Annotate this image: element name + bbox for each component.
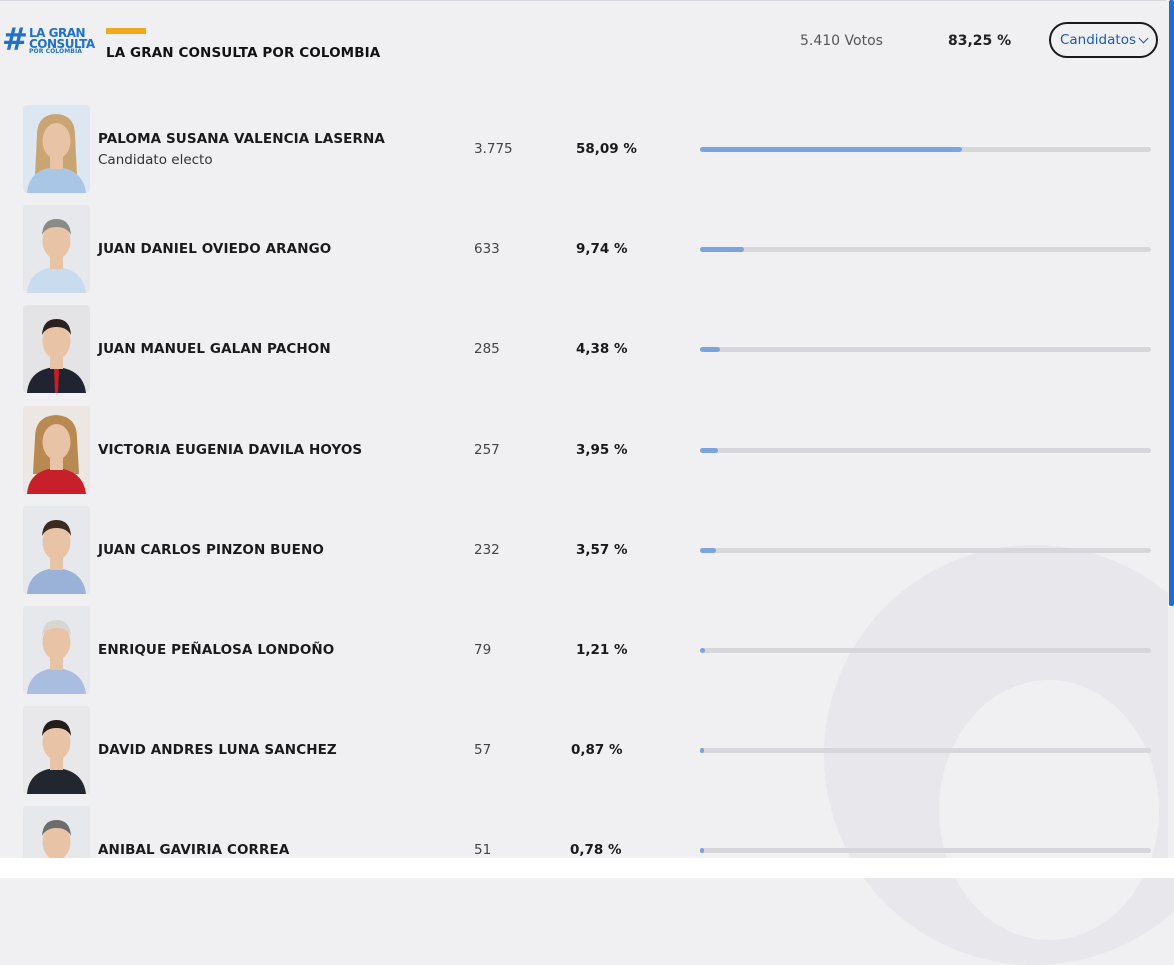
candidate-name: JUAN MANUEL GALAN PACHON: [98, 341, 331, 357]
total-percentage: 83,25 %: [948, 33, 1012, 49]
candidate-percentage: 9,74 %: [576, 241, 628, 257]
candidate-votes: 232: [474, 542, 500, 558]
candidate-percentage: 3,95 %: [576, 442, 628, 458]
candidate-name: VICTORIA EUGENIA DAVILA HOYOS: [98, 442, 363, 458]
candidate-row: ANIBAL GAVIRIA CORREA 51 0,78 %: [0, 806, 1166, 858]
candidate-votes: 633: [474, 241, 500, 257]
candidate-votes: 79: [474, 642, 492, 658]
candidate-percentage: 58,09 %: [576, 141, 637, 157]
candidate-row: ENRIQUE PEÑALOSA LONDOÑO 79 1,21 %: [0, 606, 1166, 696]
candidate-percentage: 3,57 %: [576, 542, 628, 558]
vote-share-bar-fill: [700, 247, 744, 252]
candidate-name: JUAN CARLOS PINZON BUENO: [98, 542, 324, 558]
candidate-votes: 3.775: [474, 141, 513, 157]
candidate-row: JUAN CARLOS PINZON BUENO 232 3,57 %: [0, 506, 1166, 596]
vote-share-bar-fill: [700, 548, 717, 553]
vote-share-bar-track: [700, 147, 1151, 152]
scrollbar-thumb[interactable]: [1169, 0, 1174, 606]
candidate-row: JUAN DANIEL OVIEDO ARANGO 633 9,74 %: [0, 205, 1166, 295]
vote-share-bar-fill: [700, 648, 706, 653]
candidate-votes: 285: [474, 341, 500, 357]
candidate-name: ENRIQUE PEÑALOSA LONDOÑO: [98, 642, 335, 658]
logo-line-2: CONSULTA: [29, 37, 95, 51]
candidate-list: PALOMA SUSANA VALENCIA LASERNA Candidato …: [0, 105, 1166, 858]
vote-share-bar-fill: [700, 448, 718, 453]
candidates-dropdown-button[interactable]: Candidatos: [1049, 22, 1158, 58]
title-accent-bar: [106, 28, 146, 34]
total-votes: 5.410 Votos: [800, 33, 883, 49]
candidate-votes: 57: [474, 742, 492, 758]
candidate-row: DAVID ANDRES LUNA SANCHEZ 57 0,87 %: [0, 706, 1166, 796]
candidate-percentage: 4,38 %: [576, 341, 628, 357]
vote-share-bar-fill: [700, 848, 705, 853]
candidate-photo: [23, 305, 90, 393]
header-bar: # LA GRAN CONSULTA POR COLOMBIA LA GRAN …: [0, 0, 1166, 90]
candidate-row: VICTORIA EUGENIA DAVILA HOYOS 257 3,95 %: [0, 406, 1166, 496]
candidate-photo: [23, 506, 90, 594]
candidate-name: JUAN DANIEL OVIEDO ARANGO: [98, 241, 332, 257]
logo-line-1: LA GRAN: [29, 26, 86, 40]
candidate-status: Candidato electo: [98, 152, 213, 168]
page-title: LA GRAN CONSULTA POR COLOMBIA: [106, 45, 381, 61]
candidate-votes: 51: [474, 842, 492, 858]
logo-line-3: POR COLOMBIA: [29, 48, 83, 55]
candidate-photo: [23, 205, 90, 293]
candidate-name: PALOMA SUSANA VALENCIA LASERNA: [98, 131, 385, 147]
candidate-photo: [23, 706, 90, 794]
candidate-percentage: 0,78 %: [570, 842, 622, 858]
vote-share-bar-track: [700, 848, 1151, 853]
vote-share-bar-track: [700, 247, 1151, 252]
vote-share-bar-track: [700, 648, 1151, 653]
vote-share-bar-fill: [700, 748, 705, 753]
candidate-photo: [23, 406, 90, 494]
la-gran-consulta-logo: # LA GRAN CONSULTA POR COLOMBIA: [2, 22, 95, 59]
vote-share-bar-track: [700, 347, 1151, 352]
candidate-photo: [23, 105, 90, 193]
candidate-percentage: 1,21 %: [576, 642, 628, 658]
vote-share-bar-track: [700, 448, 1151, 453]
candidate-photo: [23, 806, 90, 858]
candidate-name: ANIBAL GAVIRIA CORREA: [98, 842, 290, 858]
vote-share-bar-track: [700, 748, 1151, 753]
vote-share-bar-fill: [700, 347, 720, 352]
candidate-row: PALOMA SUSANA VALENCIA LASERNA Candidato …: [0, 105, 1166, 195]
logo-hash: #: [2, 22, 28, 58]
vote-share-bar-track: [700, 548, 1151, 553]
vote-share-bar-fill: [700, 147, 962, 152]
candidate-photo: [23, 606, 90, 694]
candidate-percentage: 0,87 %: [571, 742, 623, 758]
candidates-button-label: Candidatos: [1059, 32, 1136, 48]
candidate-name: DAVID ANDRES LUNA SANCHEZ: [98, 742, 337, 758]
candidate-row: JUAN MANUEL GALAN PACHON 285 4,38 %: [0, 305, 1166, 395]
candidate-votes: 257: [474, 442, 500, 458]
